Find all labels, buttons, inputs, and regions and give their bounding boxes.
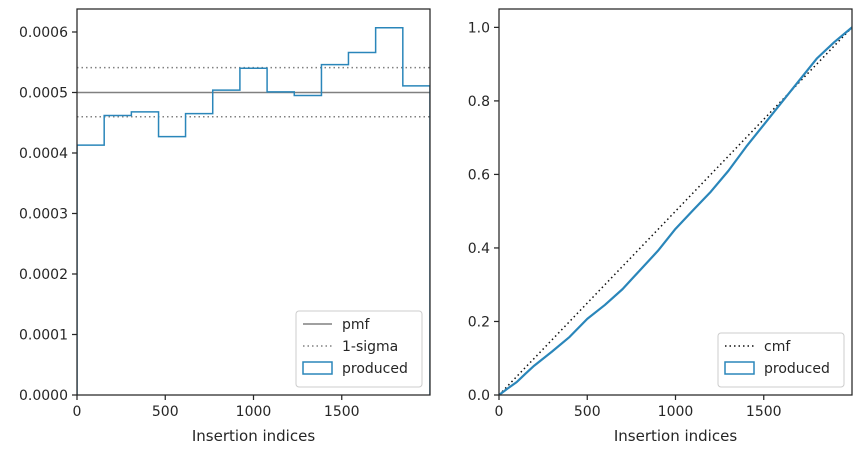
histogram-bin-6	[240, 68, 267, 395]
y-tick-label: 0.0006	[19, 25, 68, 41]
x-tick-label: 0	[495, 404, 504, 420]
legend-handle-produced	[724, 361, 755, 375]
y-tick-label: 0.0000	[19, 388, 68, 404]
histogram-bin-0	[77, 145, 104, 395]
y-tick-label: 0.0002	[19, 267, 68, 283]
y-tick-label: 0.6	[468, 167, 490, 183]
x-tick-label: 500	[574, 404, 601, 420]
legend-handle-produced	[302, 361, 333, 375]
plot-area	[77, 27, 430, 395]
y-tick-label: 0.0001	[19, 327, 68, 343]
y-tick-label: 0.2	[468, 314, 490, 330]
cmf-line-chart: 0 500 1000 1500 0.0 0.2 0.4 0.6 0.8 1.0 Insertion …	[468, 8, 853, 445]
pmf-histogram-chart: 0 500 1000 1500 0.0000 0.0001 0.0002 0.0003 0.00…	[19, 8, 431, 445]
legend: cmf produced	[717, 332, 845, 388]
legend: pmf 1-sigma produced	[295, 310, 423, 388]
x-tick-label: 500	[152, 404, 179, 420]
x-axis-label: Insertion indices	[614, 427, 737, 445]
produced-histogram	[77, 27, 430, 395]
histogram-bin-3	[159, 137, 186, 395]
x-tick-label: 1500	[324, 404, 360, 420]
y-tick-label: 0.0003	[19, 206, 68, 222]
histogram-bin-4	[186, 114, 213, 395]
x-tick-label: 1500	[746, 404, 782, 420]
produced-line	[499, 26, 852, 395]
y-tick-label: 0.0004	[19, 146, 68, 162]
histogram-bin-2	[131, 112, 158, 395]
y-tick-label: 0.8	[468, 94, 490, 110]
histogram-bin-5	[213, 90, 240, 395]
y-tick-label: 1.0	[468, 20, 490, 36]
y-tick-label: 0.0	[468, 388, 490, 404]
x-tick-label: 1000	[658, 404, 694, 420]
histogram-bin-7	[267, 92, 294, 395]
plot-area	[499, 26, 852, 395]
legend-label-pmf: pmf	[342, 317, 371, 333]
histogram-bin-1	[104, 115, 131, 395]
x-tick-label: 1000	[236, 404, 272, 420]
y-tick-label: 0.0005	[19, 85, 68, 101]
legend-label-1-sigma: 1-sigma	[342, 339, 398, 355]
legend-label-cmf: cmf	[764, 339, 791, 355]
x-tick-label: 0	[73, 404, 82, 420]
legend-label-produced: produced	[342, 361, 408, 377]
legend-box	[295, 310, 423, 388]
x-axis-label: Insertion indices	[192, 427, 315, 445]
legend-label-produced: produced	[764, 361, 830, 377]
y-tick-label: 0.4	[468, 241, 490, 257]
